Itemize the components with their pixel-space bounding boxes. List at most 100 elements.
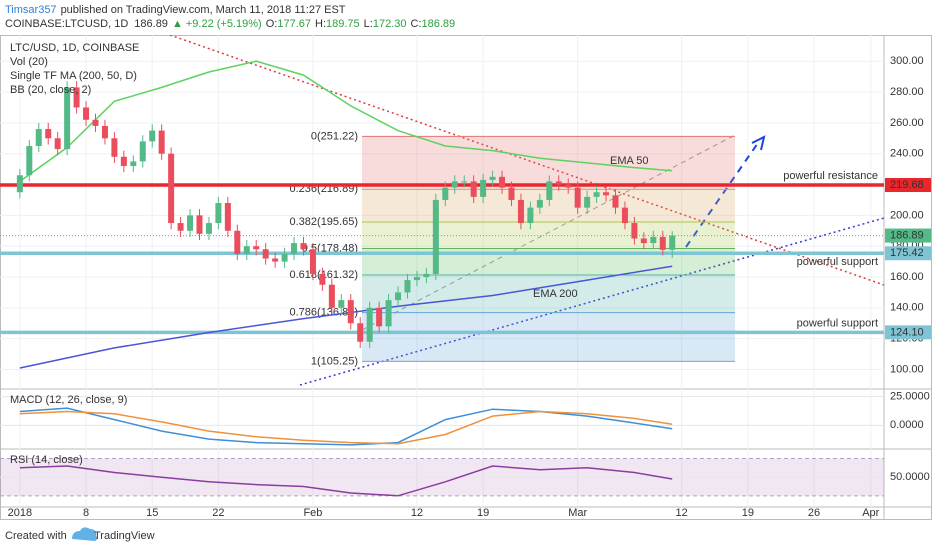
- candle-body: [574, 187, 581, 208]
- price-label: 219.68: [890, 179, 924, 191]
- candle-body: [338, 300, 345, 308]
- y-tick-label: 200.00: [890, 209, 924, 221]
- last-price-label: 186.89: [890, 229, 924, 241]
- candle-body: [281, 253, 288, 262]
- candle-body: [309, 249, 316, 274]
- candle-body: [54, 138, 61, 150]
- l: 172.30: [373, 18, 407, 30]
- candle-body: [413, 277, 420, 281]
- series-line: [19, 465, 673, 497]
- h-label: H:: [315, 18, 326, 30]
- series-line: [19, 60, 673, 183]
- series-annotation: EMA 50: [610, 155, 649, 167]
- candle-body: [508, 187, 515, 200]
- red-trendline: [169, 35, 884, 286]
- candle-body: [499, 176, 506, 188]
- candle-body: [130, 161, 137, 167]
- candle-body: [205, 223, 212, 234]
- x-tick-label: Mar: [568, 507, 587, 519]
- price-label: 175.42: [890, 247, 924, 259]
- candle-body: [631, 223, 638, 239]
- candle-body: [357, 323, 364, 342]
- y-tick-label: 160.00: [890, 271, 924, 283]
- l-label: L:: [364, 18, 373, 30]
- candle-body: [366, 307, 373, 342]
- candle-body: [536, 199, 543, 208]
- indicator-label: BB (20, close, 2): [10, 84, 91, 96]
- candle-body: [35, 129, 42, 146]
- candle-body: [149, 130, 156, 142]
- candle-body: [319, 273, 326, 285]
- candle-body: [489, 176, 496, 180]
- price-label-box: [885, 246, 931, 261]
- candle-body: [593, 192, 600, 197]
- candle-body: [659, 236, 666, 250]
- candle-body: [168, 153, 175, 224]
- h: 189.75: [326, 18, 360, 30]
- candle-body: [347, 300, 354, 324]
- candle-body: [224, 203, 231, 231]
- x-tick-label: 26: [808, 507, 820, 519]
- y-tick-label: 50.0000: [890, 471, 930, 483]
- layer: [0, 396, 884, 446]
- candle-body: [215, 203, 222, 224]
- y-tick-label: 280.00: [890, 86, 924, 98]
- candle-body: [546, 181, 553, 200]
- candle-body: [196, 215, 203, 234]
- change: ▲ +9.22 (+5.19%): [172, 18, 262, 30]
- x-tick-label: Feb: [303, 507, 322, 519]
- panel-title: RSI (14, close): [10, 454, 83, 466]
- price-label-box: [885, 325, 931, 340]
- candle-body: [187, 215, 194, 231]
- fib-zone: [362, 312, 735, 362]
- candle-body: [234, 230, 241, 254]
- candle-body: [83, 107, 90, 120]
- fib-zone: [362, 274, 735, 313]
- user[interactable]: Timsar357: [5, 4, 57, 16]
- header-line-2: COINBASE:LTCUSD, 1D 186.89 ▲ +9.22 (+5.19%…: [5, 18, 455, 30]
- candle-body: [92, 119, 99, 126]
- published: published on TradingView.com, March 11, …: [61, 4, 346, 16]
- x-tick-label: 8: [83, 507, 89, 519]
- blue-trendline: [299, 217, 884, 386]
- fib-label: 1(105.25): [311, 355, 358, 367]
- level-text: powerful support: [797, 317, 878, 329]
- layer: [0, 458, 884, 497]
- candle-body: [45, 129, 52, 139]
- x-tick-label: 12: [411, 507, 423, 519]
- y-tick-label: 100.00: [890, 363, 924, 375]
- o: 177.67: [277, 18, 311, 30]
- candle-body: [404, 280, 411, 293]
- footer-created: Created with: [5, 530, 67, 542]
- indicator-label: LTC/USD, 1D, COINBASE: [10, 42, 139, 54]
- fib-zone: [362, 136, 735, 190]
- candle-body: [640, 238, 647, 244]
- candle-body: [470, 181, 477, 197]
- x-tick-label: 2018: [8, 507, 32, 519]
- level-text: powerful support: [797, 256, 878, 268]
- series-line: [19, 410, 673, 445]
- fib-diagonal: [361, 134, 736, 331]
- candle-body: [527, 207, 534, 224]
- panel-title: MACD (12, 26, close, 9): [10, 394, 127, 406]
- candle-body: [621, 207, 628, 224]
- symbol: COINBASE:LTCUSD, 1D: [5, 18, 128, 30]
- arrow-head: [751, 135, 766, 151]
- candle-body: [328, 284, 335, 308]
- header-line-1: Timsar357 published on TradingView.com, M…: [5, 4, 346, 16]
- candle-body: [120, 156, 127, 167]
- candle-body: [555, 181, 562, 185]
- candle-body: [432, 199, 439, 274]
- footer-brand[interactable]: TradingView: [94, 530, 155, 542]
- layer: powerful resistance powerful support power…: [0, 170, 884, 335]
- logo: [72, 527, 98, 541]
- candle-body: [139, 141, 146, 162]
- candle-body: [111, 138, 118, 157]
- candle-body: [243, 246, 250, 254]
- candle-body: [177, 223, 184, 231]
- o-label: O:: [266, 18, 278, 30]
- price-label: 124.10: [890, 326, 924, 338]
- candle-body: [291, 243, 298, 254]
- candle-body: [423, 273, 430, 278]
- fib-label: 0(251.22): [311, 130, 358, 142]
